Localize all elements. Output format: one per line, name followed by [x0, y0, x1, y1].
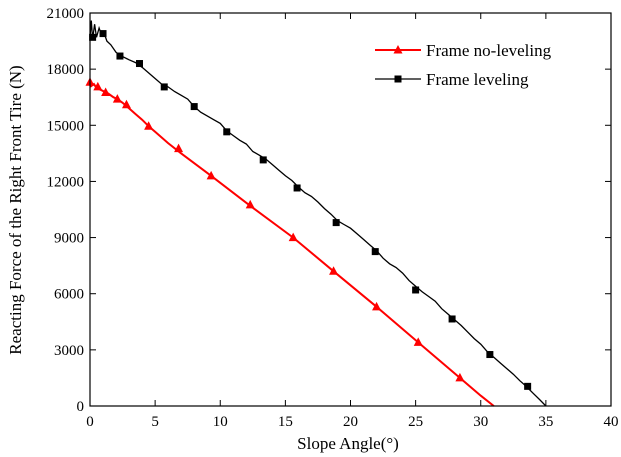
- triangle-marker: [372, 301, 382, 311]
- legend-square-marker: [394, 75, 402, 83]
- y-tick-label: 9000: [54, 231, 84, 247]
- x-tick-label: 20: [343, 414, 358, 430]
- triangle-marker: [206, 170, 216, 180]
- legend: Frame no-leveling Frame leveling: [375, 41, 552, 89]
- legend-label: Frame no-leveling: [426, 41, 552, 60]
- triangle-marker: [288, 232, 298, 242]
- triangle-marker: [101, 87, 111, 97]
- plot-markers: [85, 30, 532, 390]
- x-axis-title: Slope Angle(°): [297, 434, 399, 453]
- x-tick-label: 0: [86, 414, 94, 430]
- legend-label: Frame leveling: [426, 70, 529, 89]
- square-marker: [89, 33, 97, 41]
- x-tick-label: 25: [408, 414, 423, 430]
- square-marker: [259, 156, 267, 164]
- x-tick-label: 35: [538, 414, 553, 430]
- square-marker: [135, 60, 143, 68]
- axes: [89, 12, 612, 407]
- triangle-marker: [112, 94, 122, 103]
- square-marker: [99, 30, 107, 38]
- triangle-marker: [174, 143, 184, 153]
- square-marker: [190, 103, 198, 111]
- x-tick-label: 30: [473, 414, 488, 430]
- y-tick-label: 6000: [54, 287, 84, 303]
- x-tick-label: 10: [213, 414, 228, 430]
- square-marker: [371, 248, 379, 256]
- triangle-marker: [329, 266, 339, 275]
- y-tick-label: 21000: [47, 6, 85, 22]
- y-tick-label: 12000: [47, 174, 85, 190]
- y-axis-title: Reacting Force of the Right Front Tire (…: [6, 65, 25, 354]
- square-marker: [524, 382, 532, 390]
- y-tick-label: 0: [77, 399, 85, 415]
- triangle-marker: [455, 372, 465, 382]
- triangle-marker: [413, 337, 423, 346]
- x-tick-label: 15: [278, 414, 293, 430]
- series-line-frame-no-leveling: [89, 81, 495, 407]
- triangle-marker: [93, 81, 103, 91]
- y-tick-label: 18000: [47, 62, 85, 78]
- y-tick-label: 15000: [47, 118, 85, 134]
- plot-frame: [89, 12, 612, 407]
- x-tick-label: 40: [604, 414, 619, 430]
- square-marker: [160, 83, 168, 91]
- legend-triangle-marker: [393, 45, 403, 54]
- triangle-marker: [245, 199, 255, 209]
- square-marker: [223, 128, 231, 136]
- y-tick-label: 3000: [54, 343, 84, 359]
- square-marker: [293, 184, 301, 192]
- triangle-marker: [144, 121, 154, 130]
- ticks: 0 5 10 15 20 25 30 35 40 0 3000 6000 9000 12000 15000 1…: [47, 6, 619, 430]
- square-marker: [116, 52, 124, 60]
- square-marker: [486, 351, 494, 359]
- square-marker: [448, 315, 456, 323]
- x-tick-label: 5: [151, 414, 159, 430]
- square-marker: [412, 286, 420, 294]
- square-marker: [332, 219, 340, 227]
- triangle-marker: [121, 99, 131, 109]
